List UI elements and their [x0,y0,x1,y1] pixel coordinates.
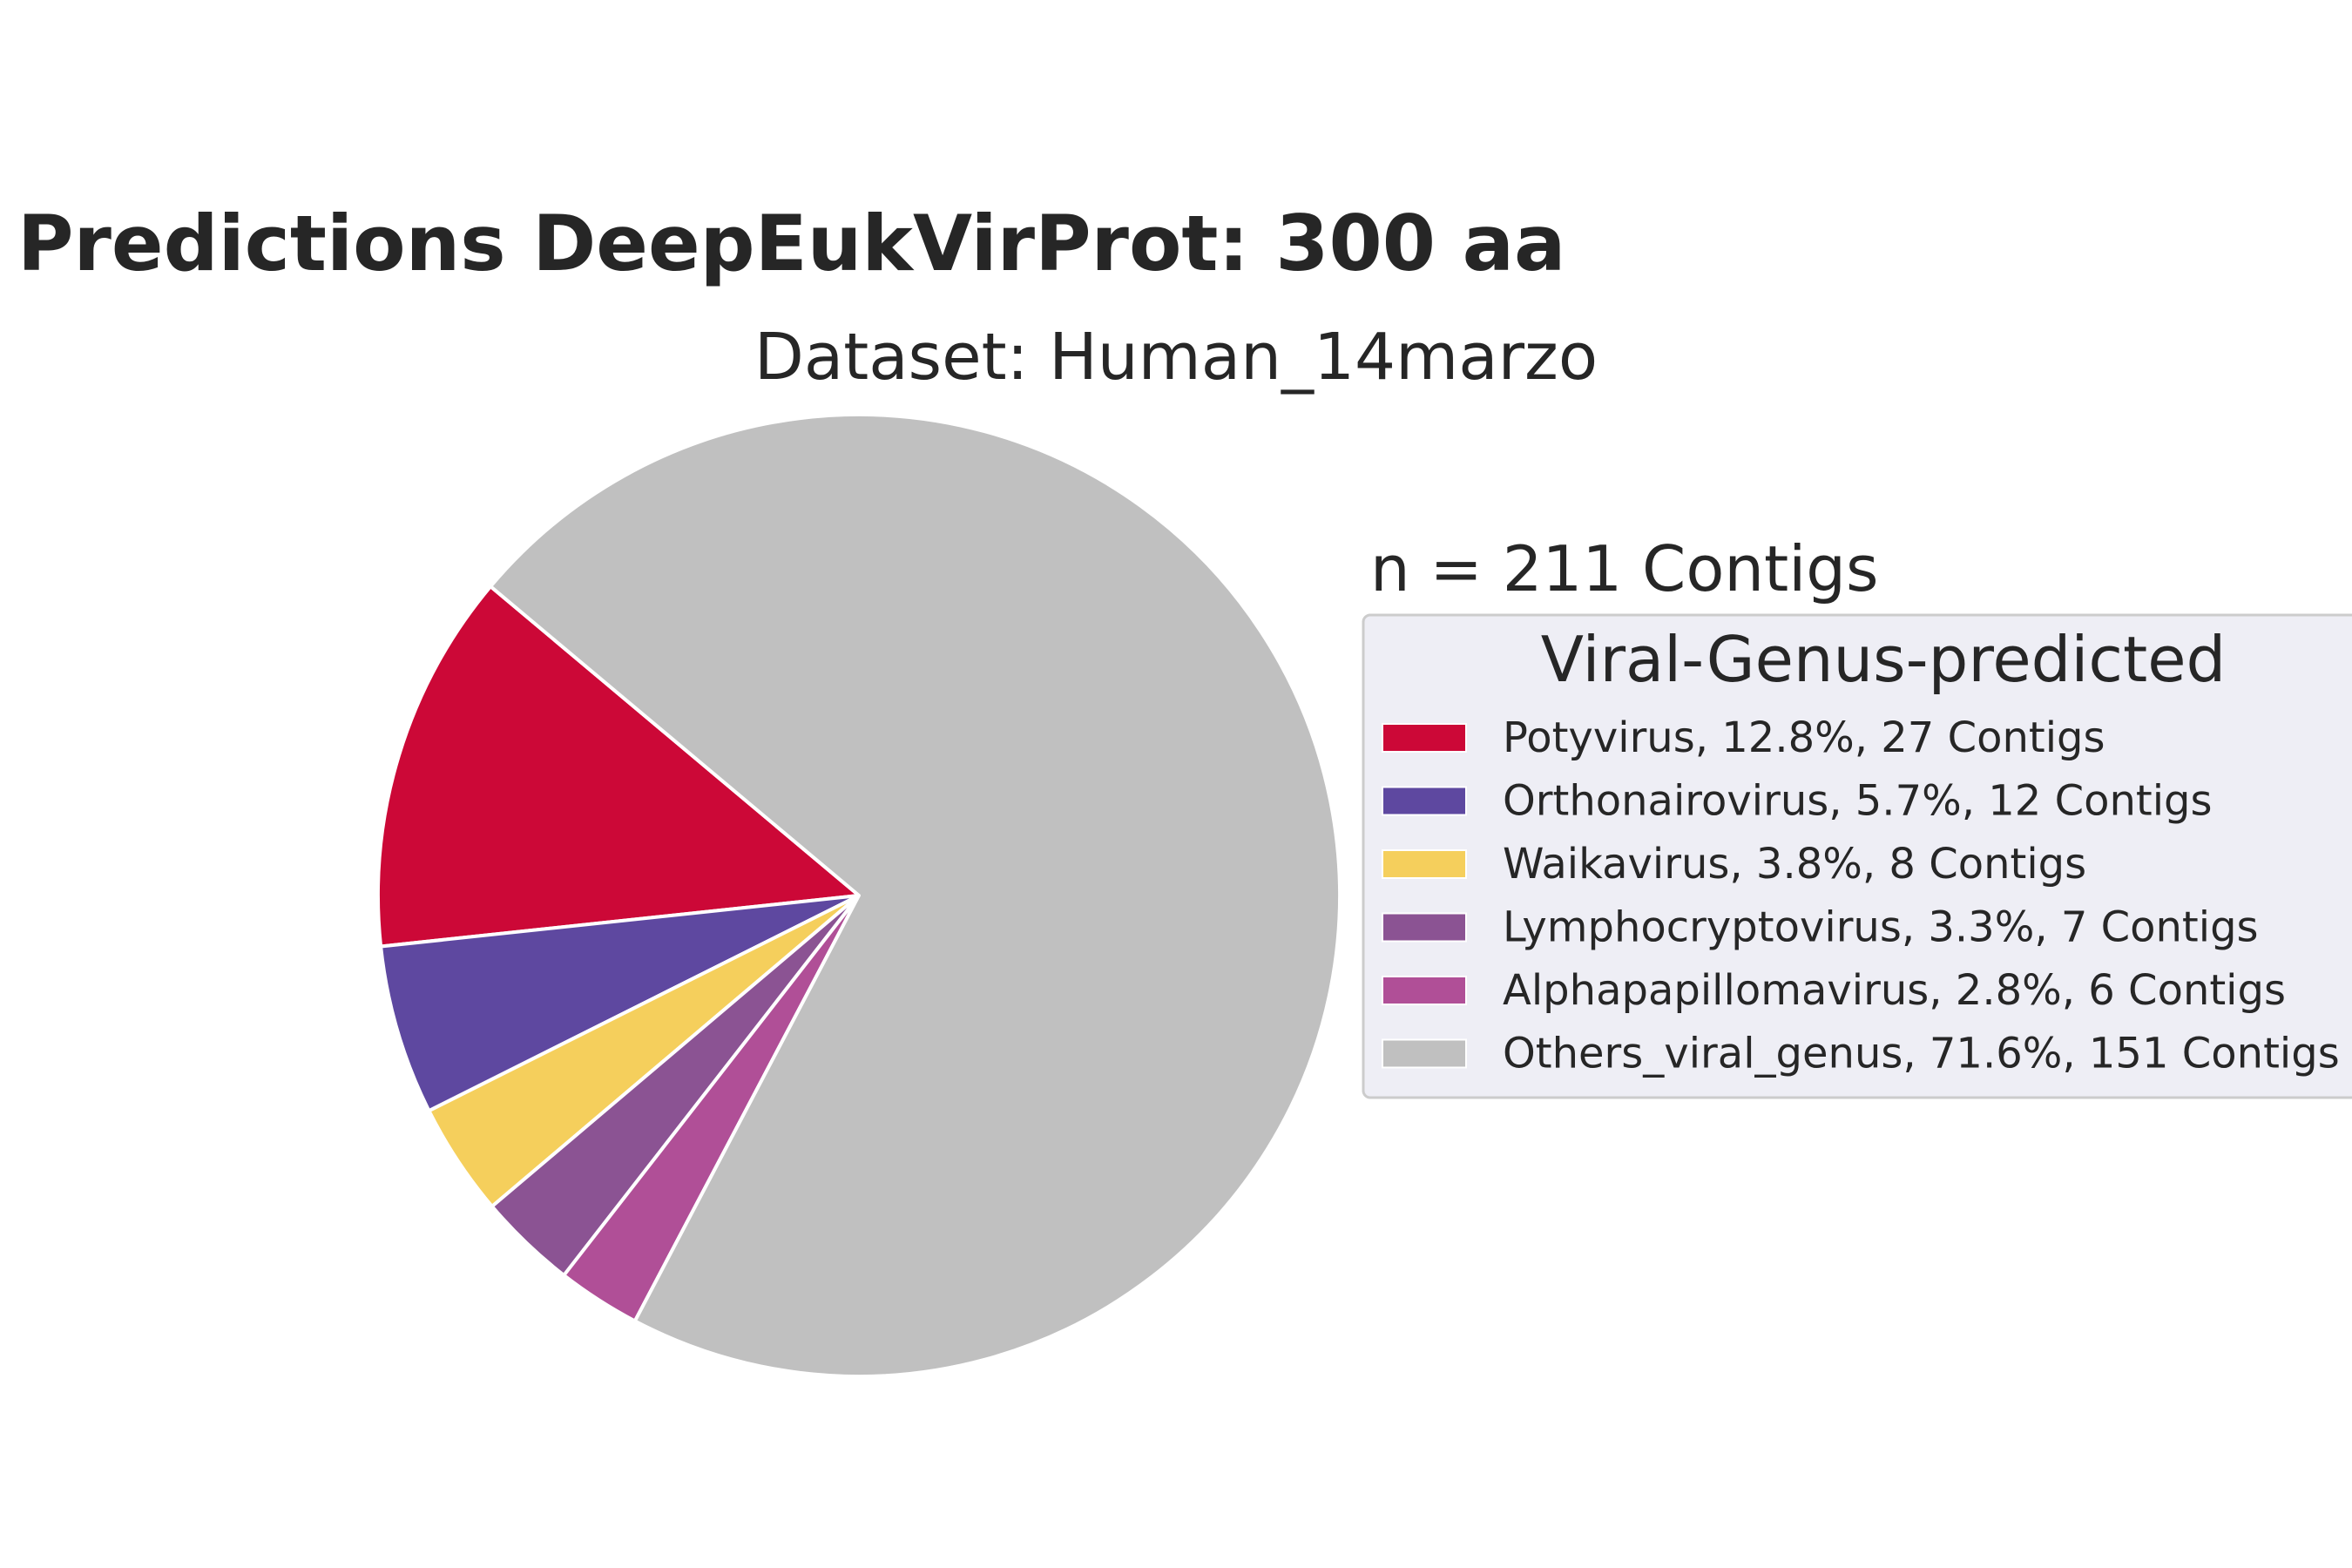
legend-entries: Potyvirus, 12.8%, 27 Contigs Orthonairovi… [1382,713,2340,1078]
pie-slice-orthonairovirus [379,894,861,1113]
legend-swatch [1382,786,1467,816]
legend-frame [1362,613,2352,1099]
legend: Viral-Genus-predicted Potyvirus, 12.8%, … [1362,613,2352,1099]
pie-slice-others-viral-genus [489,413,1342,1378]
pie-slice-potyvirus [376,585,861,949]
pie-slices [376,413,1342,1378]
legend-swatch [1382,1038,1467,1069]
legend-label: Potyvirus, 12.8%, 27 Contigs [1503,713,2105,762]
legend-swatch [1382,976,1467,1005]
chart-title: Predictions DeepEukVirProt: 300 aa [17,199,1565,288]
legend-entry-others-viral-genus: Others_viral_genus, 71.6%, 151 Contigs [1382,1030,2340,1078]
legend-label: Others_viral_genus, 71.6%, 151 Contigs [1503,1030,2340,1078]
legend-swatch [1382,723,1467,753]
legend-entry-alphapapillomavirus: Alphapapillomavirus, 2.8%, 6 Contigs [1382,966,2286,1015]
legend-swatch [1382,912,1467,943]
legend-label: Alphapapillomavirus, 2.8%, 6 Contigs [1503,966,2286,1015]
chart-subtitle: Dataset: Human_14marzo [754,320,1598,395]
legend-entry-potyvirus: Potyvirus, 12.8%, 27 Contigs [1382,713,2105,762]
legend-swatch [1382,849,1467,879]
legend-entry-lymphocryptovirus: Lymphocryptovirus, 3.3%, 7 Contigs [1382,903,2259,952]
legend-label: Orthonairovirus, 5.7%, 12 Contigs [1503,777,2213,826]
legend-entry-waikavirus: Waikavirus, 3.8%, 8 Contigs [1382,840,2086,889]
legend-label: Waikavirus, 3.8%, 8 Contigs [1503,840,2086,889]
legend-entry-orthonairovirus: Orthonairovirus, 5.7%, 12 Contigs [1382,777,2213,826]
legend-label: Lymphocryptovirus, 3.3%, 7 Contigs [1503,903,2259,952]
total-contigs-label: n = 211 Contigs [1370,532,1878,605]
legend-title: Viral-Genus-predicted [1541,623,2226,696]
